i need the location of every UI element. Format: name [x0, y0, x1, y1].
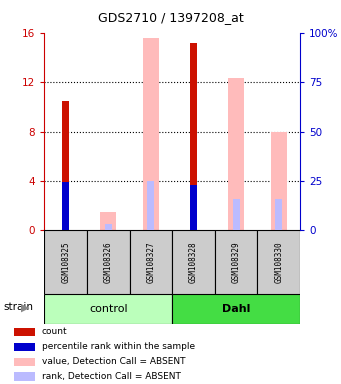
Text: GSM108326: GSM108326 — [104, 241, 113, 283]
Text: percentile rank within the sample: percentile rank within the sample — [42, 342, 195, 351]
Text: GSM108328: GSM108328 — [189, 241, 198, 283]
Text: GDS2710 / 1397208_at: GDS2710 / 1397208_at — [98, 11, 243, 24]
Bar — [130, 230, 172, 294]
Bar — [228, 78, 244, 230]
Bar — [14, 372, 35, 381]
Bar — [143, 38, 159, 230]
Bar — [14, 358, 35, 366]
Text: ▶: ▶ — [21, 302, 30, 312]
Bar — [44, 230, 87, 294]
Text: GSM108325: GSM108325 — [61, 241, 70, 283]
Text: count: count — [42, 328, 68, 336]
Bar — [105, 224, 112, 230]
Bar — [62, 182, 70, 230]
Text: GSM108327: GSM108327 — [146, 241, 155, 283]
Bar — [172, 230, 215, 294]
Text: GSM108329: GSM108329 — [232, 241, 241, 283]
Bar — [44, 294, 172, 324]
Text: Dahl: Dahl — [222, 304, 250, 314]
Bar — [148, 181, 154, 230]
Text: rank, Detection Call = ABSENT: rank, Detection Call = ABSENT — [42, 372, 181, 381]
Bar — [190, 185, 197, 230]
Bar — [100, 212, 116, 230]
Bar — [14, 328, 35, 336]
Text: value, Detection Call = ABSENT: value, Detection Call = ABSENT — [42, 357, 186, 366]
Text: strain: strain — [3, 302, 33, 312]
Bar — [172, 294, 300, 324]
Text: control: control — [89, 304, 128, 314]
Bar — [276, 200, 282, 230]
Bar — [190, 43, 197, 230]
Bar — [233, 200, 239, 230]
Bar — [215, 230, 257, 294]
Bar — [87, 230, 130, 294]
Bar — [257, 230, 300, 294]
Bar — [271, 131, 287, 230]
Text: GSM108330: GSM108330 — [274, 241, 283, 283]
Bar — [14, 343, 35, 351]
Bar — [62, 101, 70, 230]
